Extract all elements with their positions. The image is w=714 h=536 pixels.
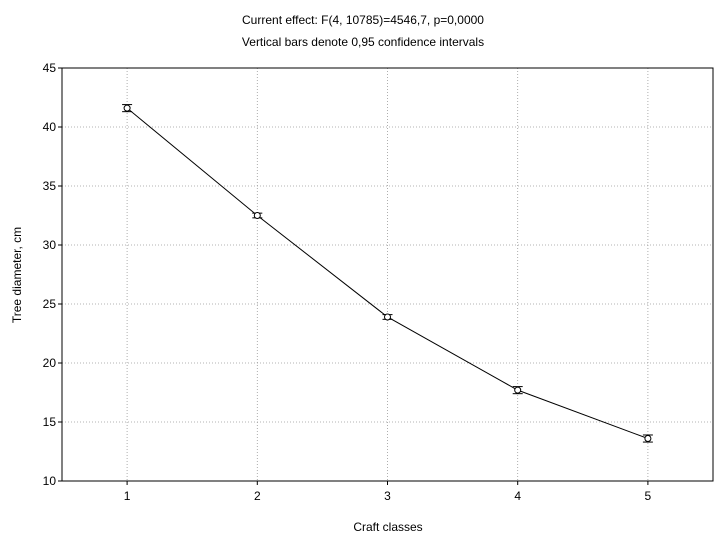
- y-tick-label: 25: [43, 297, 57, 311]
- data-point: [253, 212, 261, 219]
- y-tick-label: 15: [43, 415, 57, 429]
- y-tick-label: 45: [43, 61, 57, 75]
- x-tick-label: 4: [514, 489, 521, 503]
- grid-lines: [62, 68, 713, 481]
- y-tick-label: 30: [43, 238, 57, 252]
- series-line: [126, 107, 649, 439]
- x-axis-label: Craft classes: [353, 520, 422, 534]
- y-tick-label: 10: [43, 474, 57, 488]
- data-point: [514, 386, 522, 394]
- y-tick-label: 20: [43, 356, 57, 370]
- series-layer: [122, 104, 653, 443]
- x-tick-label: 5: [645, 489, 652, 503]
- y-tick-label: 40: [43, 120, 57, 134]
- x-tick-label: 2: [254, 489, 261, 503]
- y-axis-label: Tree diameter, cm: [10, 227, 24, 323]
- y-tick-label: 35: [43, 179, 57, 193]
- data-point: [644, 435, 652, 443]
- x-tick-label: 1: [124, 489, 131, 503]
- chart-subtitle: Vertical bars denote 0,95 confidence int…: [242, 35, 484, 49]
- data-point: [123, 104, 131, 112]
- x-tick-label: 3: [384, 489, 391, 503]
- chart-title: Current effect: F(4, 10785)=4546,7, p=0,…: [242, 13, 484, 27]
- data-point: [384, 313, 391, 321]
- plot-frame: [61, 67, 714, 482]
